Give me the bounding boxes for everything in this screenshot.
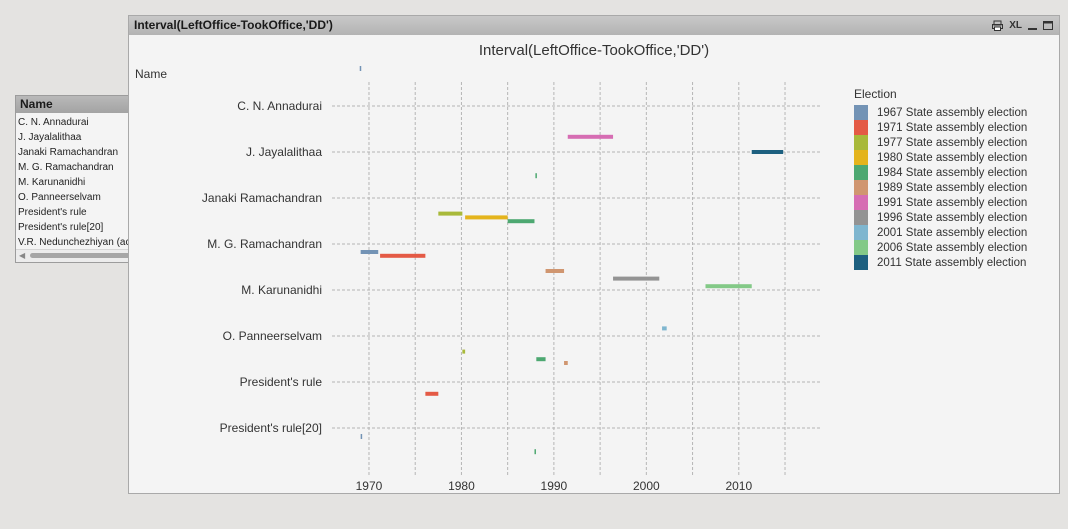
listbox-item[interactable]: C. N. Annadurai	[18, 117, 89, 128]
legend-swatch	[854, 225, 868, 240]
minimize-icon[interactable]	[1028, 20, 1037, 31]
legend-title: Election	[854, 87, 897, 101]
legend-item[interactable]: 1977 State assembly election	[854, 135, 1027, 150]
gantt-bar	[751, 150, 784, 154]
gantt-bar	[705, 284, 752, 289]
legend-item[interactable]: 2001 State assembly election	[854, 225, 1027, 240]
legend-swatch	[854, 135, 868, 150]
gantt-plot: C. N. Annadurai J. Jayalalithaa Janaki Ram…	[202, 66, 822, 493]
gantt-bar	[567, 134, 614, 139]
listbox-item[interactable]: O. Panneerselvam	[18, 192, 101, 203]
x-tick-label: 1990	[541, 479, 568, 493]
x-tick-label: 1980	[448, 479, 475, 493]
listbox-item[interactable]: M. G. Ramachandran	[18, 162, 114, 173]
legend-label: 2001 State assembly election	[877, 226, 1028, 239]
legend-swatch	[854, 240, 868, 255]
gantt-bar	[380, 253, 426, 258]
legend-label: 1980 State assembly election	[877, 151, 1028, 164]
y-tick-label: O. Panneerselvam	[223, 329, 322, 343]
maximize-icon[interactable]	[1043, 20, 1053, 31]
legend-label: 1996 State assembly election	[877, 211, 1028, 224]
y-tick-label: Janaki Ramachandran	[202, 191, 322, 205]
legend-label: 2011 State assembly election	[877, 256, 1027, 269]
legend-item[interactable]: 1991 State assembly election	[854, 195, 1027, 210]
gantt-bar	[465, 215, 508, 220]
legend-label: 1967 State assembly election	[877, 106, 1028, 119]
legend-label: 1989 State assembly election	[877, 181, 1028, 194]
gantt-bar	[545, 269, 565, 273]
legend-item[interactable]: 1984 State assembly election	[854, 165, 1027, 180]
x-tick-label: 1970	[356, 479, 383, 493]
chart-object[interactable]: Interval(LeftOffice-TookOffice,'DD') XL …	[128, 15, 1060, 494]
scrollbar-thumb[interactable]	[30, 253, 140, 258]
legend-swatch	[854, 150, 868, 165]
print-icon[interactable]	[992, 20, 1004, 31]
listbox-items: C. N. Annadurai J. Jayalalithaa Janaki Ram…	[16, 113, 156, 250]
legend-swatch	[854, 165, 868, 180]
gantt-bar	[438, 211, 463, 216]
y-tick-label: President's rule[20]	[220, 421, 322, 435]
legend-label: 1971 State assembly election	[877, 121, 1028, 134]
x-tick-label: 2010	[725, 479, 752, 493]
legend-swatch	[854, 180, 868, 195]
gantt-bar	[425, 391, 439, 396]
legend-label: 1977 State assembly election	[877, 136, 1028, 149]
listbox-item[interactable]: President's rule[20]	[18, 222, 104, 233]
gantt-bar	[359, 66, 362, 71]
legend-item[interactable]: 1967 State assembly election	[854, 105, 1027, 120]
gantt-bar	[613, 276, 660, 281]
legend-swatch	[854, 195, 868, 210]
legend-swatch	[854, 105, 868, 120]
gantt-bar	[462, 349, 466, 354]
listbox-header[interactable]: Name	[16, 96, 156, 113]
gantt-bar	[536, 357, 546, 362]
chart-caption[interactable]: Interval(LeftOffice-TookOffice,'DD') XL	[129, 16, 1059, 35]
legend-items: 1967 State assembly election 1971 State a…	[854, 105, 1027, 270]
gantt-bar	[662, 326, 667, 331]
legend-swatch	[854, 120, 868, 135]
legend-label: 1991 State assembly election	[877, 196, 1028, 209]
legend-label: 2006 State assembly election	[877, 241, 1028, 254]
x-tick-label: 2000	[633, 479, 660, 493]
legend-item[interactable]: 2006 State assembly election	[854, 240, 1027, 255]
legend-item[interactable]: 2011 State assembly election	[854, 255, 1027, 270]
legend-item[interactable]: 1980 State assembly election	[854, 150, 1027, 165]
gantt-bar	[564, 361, 568, 365]
gantt-bar	[507, 219, 535, 224]
xl-icon[interactable]: XL	[1009, 20, 1022, 31]
listbox-item[interactable]: J. Jayalalithaa	[18, 132, 82, 143]
listbox-item[interactable]: President's rule	[18, 207, 87, 218]
legend: Election 1967 State assembly election 197…	[854, 87, 1027, 270]
y-tick-label: C. N. Annadurai	[237, 99, 322, 113]
listbox-item[interactable]: Janaki Ramachandran	[18, 147, 119, 158]
y-tick-label: President's rule	[240, 375, 323, 389]
legend-swatch	[854, 255, 868, 270]
listbox-item[interactable]: M. Karunanidhi	[18, 177, 86, 188]
gantt-bar	[535, 173, 537, 179]
y-axis-label: Name	[135, 67, 168, 81]
listbox-title: Name	[20, 97, 53, 111]
chart-caption-title: Interval(LeftOffice-TookOffice,'DD')	[134, 18, 333, 32]
legend-swatch	[854, 210, 868, 225]
legend-item[interactable]: 1989 State assembly election	[854, 180, 1027, 195]
listbox-item[interactable]: V.R. Nedunchezhiyan (acting	[18, 237, 147, 248]
y-tick-label: M. G. Ramachandran	[207, 237, 322, 251]
legend-label: 1984 State assembly election	[877, 166, 1028, 179]
y-tick-label: J. Jayalalithaa	[246, 145, 322, 159]
caption-icons: XL	[992, 16, 1053, 35]
scroll-left-icon[interactable]: ◀	[19, 251, 26, 260]
legend-item[interactable]: 1996 State assembly election	[854, 210, 1027, 225]
y-tick-label: M. Karunanidhi	[241, 283, 322, 297]
gantt-bar	[360, 250, 379, 254]
chart-title: Interval(LeftOffice-TookOffice,'DD')	[478, 42, 710, 59]
gantt-bar	[360, 434, 363, 439]
legend-item[interactable]: 1971 State assembly election	[854, 120, 1027, 135]
gantt-bar	[534, 449, 536, 455]
